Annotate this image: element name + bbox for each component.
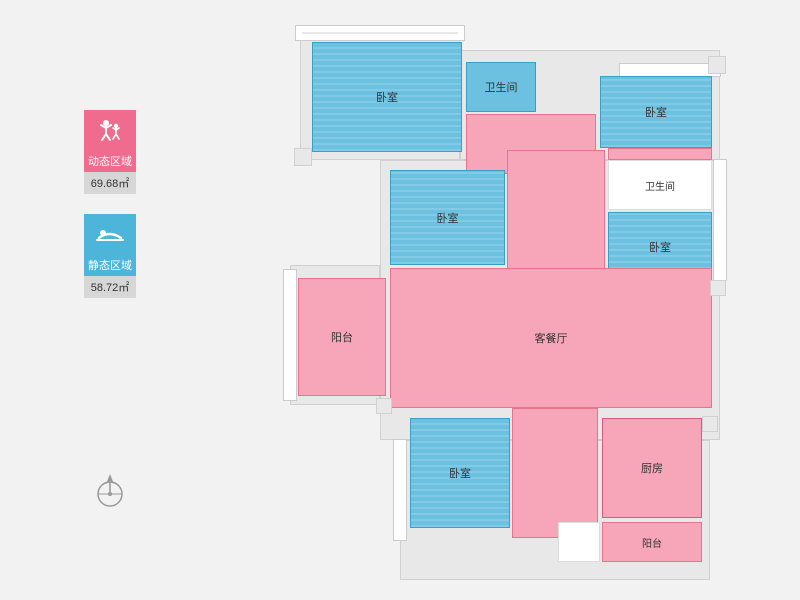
corridor-vertical — [507, 150, 605, 280]
room-label: 卧室 — [649, 239, 671, 255]
room-label: 卧室 — [376, 89, 398, 105]
gap-bottom — [558, 522, 600, 562]
room-bath-top: 卫生间 — [466, 62, 536, 112]
floorplan: 卧室 卫生间 卧室 卧室 卫生间 卧室 阳台 客餐厅 卧室 厨房 — [290, 20, 730, 580]
room-label: 客餐厅 — [535, 330, 568, 346]
legend-static-value: 58.72㎡ — [84, 276, 136, 298]
room-label: 阳台 — [331, 329, 353, 345]
corridor-sliver — [608, 148, 712, 160]
room-label: 卧室 — [437, 210, 459, 226]
wall-notch — [376, 398, 392, 414]
room-living: 客餐厅 — [390, 268, 712, 408]
room-bedroom-top-right: 卧室 — [600, 76, 712, 148]
room-bath-right: 卫生间 — [608, 160, 712, 210]
room-label: 卧室 — [449, 465, 471, 481]
room-label: 厨房 — [641, 460, 663, 476]
sleeping-icon — [84, 214, 136, 254]
legend-static: 静态区域 58.72㎡ — [70, 214, 150, 298]
room-kitchen: 厨房 — [602, 418, 702, 518]
wall-notch — [294, 148, 312, 166]
room-label: 卧室 — [645, 104, 667, 120]
wall-notch — [708, 56, 726, 74]
compass-icon — [90, 470, 130, 515]
legend-dynamic-label: 动态区域 — [84, 150, 136, 172]
wall-notch — [702, 416, 718, 432]
legend-static-label: 静态区域 — [84, 254, 136, 276]
legend: 动态区域 69.68㎡ 静态区域 58.72㎡ — [70, 110, 150, 318]
room-balcony-bottom: 阳台 — [602, 522, 702, 562]
corridor-lower — [512, 408, 598, 538]
wall-notch — [710, 280, 726, 296]
legend-dynamic: 动态区域 69.68㎡ — [70, 110, 150, 194]
room-label: 卫生间 — [485, 79, 518, 95]
room-bedroom-mid: 卧室 — [390, 170, 505, 265]
legend-dynamic-value: 69.68㎡ — [84, 172, 136, 194]
room-bedroom-bottom: 卧室 — [410, 418, 510, 528]
room-label: 卫生间 — [645, 178, 675, 193]
room-bedroom-top-left: 卧室 — [312, 42, 462, 152]
people-icon — [84, 110, 136, 150]
room-label: 阳台 — [642, 535, 662, 550]
room-balcony-left: 阳台 — [298, 278, 386, 396]
